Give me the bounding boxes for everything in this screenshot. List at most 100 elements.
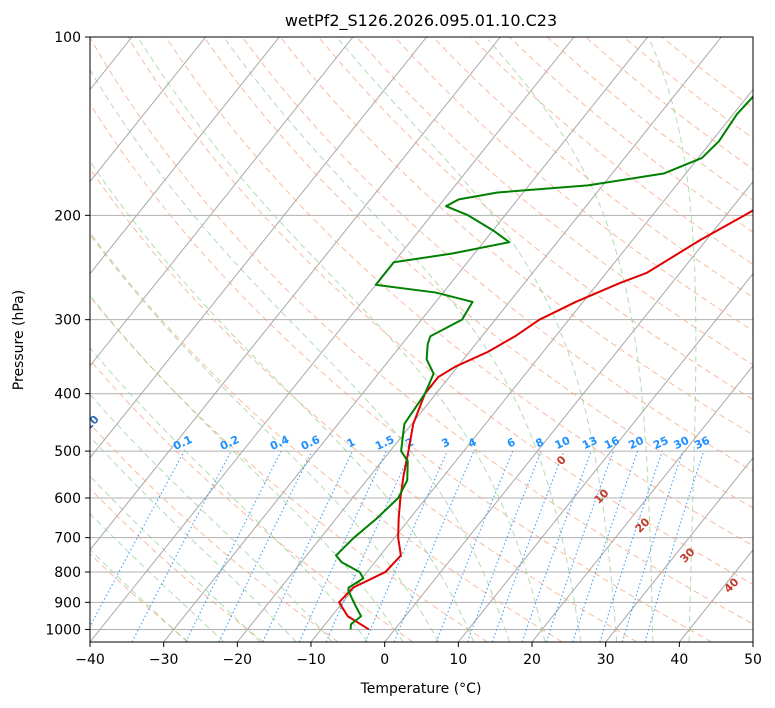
chart-title: wetPf2_S126.2026.095.01.10.C23 (285, 11, 557, 31)
x-tick-label: 20 (523, 652, 541, 668)
dry-adiabat-line (394, 37, 753, 332)
isotherm-line (0, 37, 58, 642)
mixing-ratio-label: 0.1 (171, 433, 194, 453)
mixing-ratio-line (545, 450, 614, 642)
mixing-ratio-line (572, 450, 639, 642)
x-tick-label: 50 (744, 652, 762, 668)
dry-adiabat-line (90, 423, 339, 642)
mixing-ratio-line (364, 450, 448, 642)
dry-adiabat-line (90, 231, 563, 642)
mixing-ratio-line (393, 450, 475, 642)
dry-adiabat-line (203, 37, 753, 509)
mixing-ratio-label: 20 (626, 434, 646, 452)
mixing-ratio-label: 4 (466, 435, 479, 450)
x-axis-title: Temperature (°C) (360, 681, 482, 697)
mixing-ratio-line (599, 450, 663, 642)
x-tick-label: −10 (296, 652, 326, 668)
y-tick-label: 800 (54, 565, 81, 581)
moist-adiabat-line (90, 294, 404, 642)
mixing-ratio-line (298, 450, 387, 642)
mixing-ratio-label: 1 (345, 435, 357, 450)
x-tick-label: 10 (449, 652, 467, 668)
dry-adiabat-line (90, 37, 753, 625)
y-tick-label: 300 (54, 313, 81, 329)
dry-adiabat-line (127, 37, 753, 585)
mixing-ratio-label: 0.6 (299, 433, 322, 453)
moist-adiabat-line (225, 39, 582, 642)
mixing-ratio-line (90, 450, 185, 628)
moist-adiabat-line (90, 475, 261, 642)
moist-adiabat-line (90, 436, 297, 642)
moist-adiabat-line (90, 160, 475, 642)
dry-adiabat-line (356, 37, 753, 366)
mixing-ratio-label: 16 (602, 434, 622, 452)
x-tick-label: 30 (597, 652, 615, 668)
plot-frame (89, 36, 754, 643)
isotherm-line (90, 37, 428, 459)
moist-adiabat-line (139, 39, 546, 642)
isotherm-line (90, 37, 280, 275)
y-tick-label: 900 (54, 595, 81, 611)
isotherm-line (384, 180, 753, 642)
moist-adiabat-line (648, 39, 697, 642)
plot-clip-group: 0.10.20.40.611.52346810131620253036-100-… (0, 37, 753, 642)
x-tick-label: −30 (149, 652, 179, 668)
mixing-ratio-line (435, 450, 514, 642)
mixing-ratio-line (491, 450, 565, 642)
y-tick-label: 400 (54, 387, 81, 403)
dry-adiabat-line (585, 37, 753, 170)
dry-adiabat-line (90, 102, 712, 642)
moist-adiabat-line (90, 548, 188, 642)
temperature-profile-line (338, 209, 753, 631)
mixing-ratio-label: 0.4 (268, 433, 291, 453)
moist-adiabat-line (90, 233, 439, 642)
y-tick-label: 200 (54, 208, 81, 224)
mixing-ratio-label: 25 (651, 434, 670, 452)
mixing-ratio-line (621, 450, 684, 642)
dry-adiabat-line (547, 37, 753, 201)
mixing-ratio-line (644, 450, 705, 642)
mixing-ratio-label: 0.2 (218, 433, 241, 453)
x-tick-label: −20 (223, 652, 253, 668)
isotherm-line (605, 457, 753, 642)
isotherm-line (90, 37, 501, 551)
moist-adiabat-label: 10 (592, 486, 612, 506)
mixing-ratio-line (218, 450, 313, 642)
isotherm-line (752, 641, 753, 642)
dry-adiabat-line (165, 37, 753, 547)
moist-adiabat-line (90, 347, 369, 642)
dry-adiabat-line (90, 167, 638, 642)
mixing-ratio-line (521, 450, 592, 642)
x-tick-label: −40 (75, 652, 105, 668)
dewpoint-profile-line (335, 95, 753, 630)
dry-adiabat-line (90, 487, 264, 642)
dry-adiabat-line (508, 37, 753, 233)
dry-adiabat-line (90, 553, 190, 642)
dry-adiabat-line (432, 37, 753, 298)
dry-adiabat-line (470, 37, 753, 266)
isotherm-line (90, 37, 354, 367)
mixing-ratio-label: 30 (672, 434, 692, 452)
mixing-ratio-label: 1.5 (373, 433, 396, 453)
y-tick-label: 100 (54, 30, 81, 46)
y-tick-label: 500 (54, 444, 81, 460)
dry-adiabat-line (318, 37, 753, 401)
mixing-ratio-label: 36 (692, 434, 712, 452)
y-tick-label: 700 (54, 531, 81, 547)
moist-adiabat-label: 40 (722, 575, 742, 595)
y-tick-label: 1000 (45, 622, 81, 638)
x-tick-label: 40 (670, 652, 688, 668)
moist-adiabat-label: 0 (554, 453, 569, 468)
isotherm-line (163, 37, 649, 642)
moist-adiabat-line (90, 69, 510, 642)
mixing-ratio-line (466, 450, 542, 642)
mixing-ratio-label: 3 (440, 435, 452, 450)
moist-adiabat-line (90, 512, 225, 642)
y-tick-label: 600 (54, 491, 81, 507)
isotherm-line (236, 37, 722, 642)
dry-adiabat-label: -10 (78, 412, 101, 435)
dry-adiabat-line (90, 295, 488, 642)
isotherm-line (90, 37, 207, 183)
mixing-ratio-label: 6 (505, 435, 518, 450)
